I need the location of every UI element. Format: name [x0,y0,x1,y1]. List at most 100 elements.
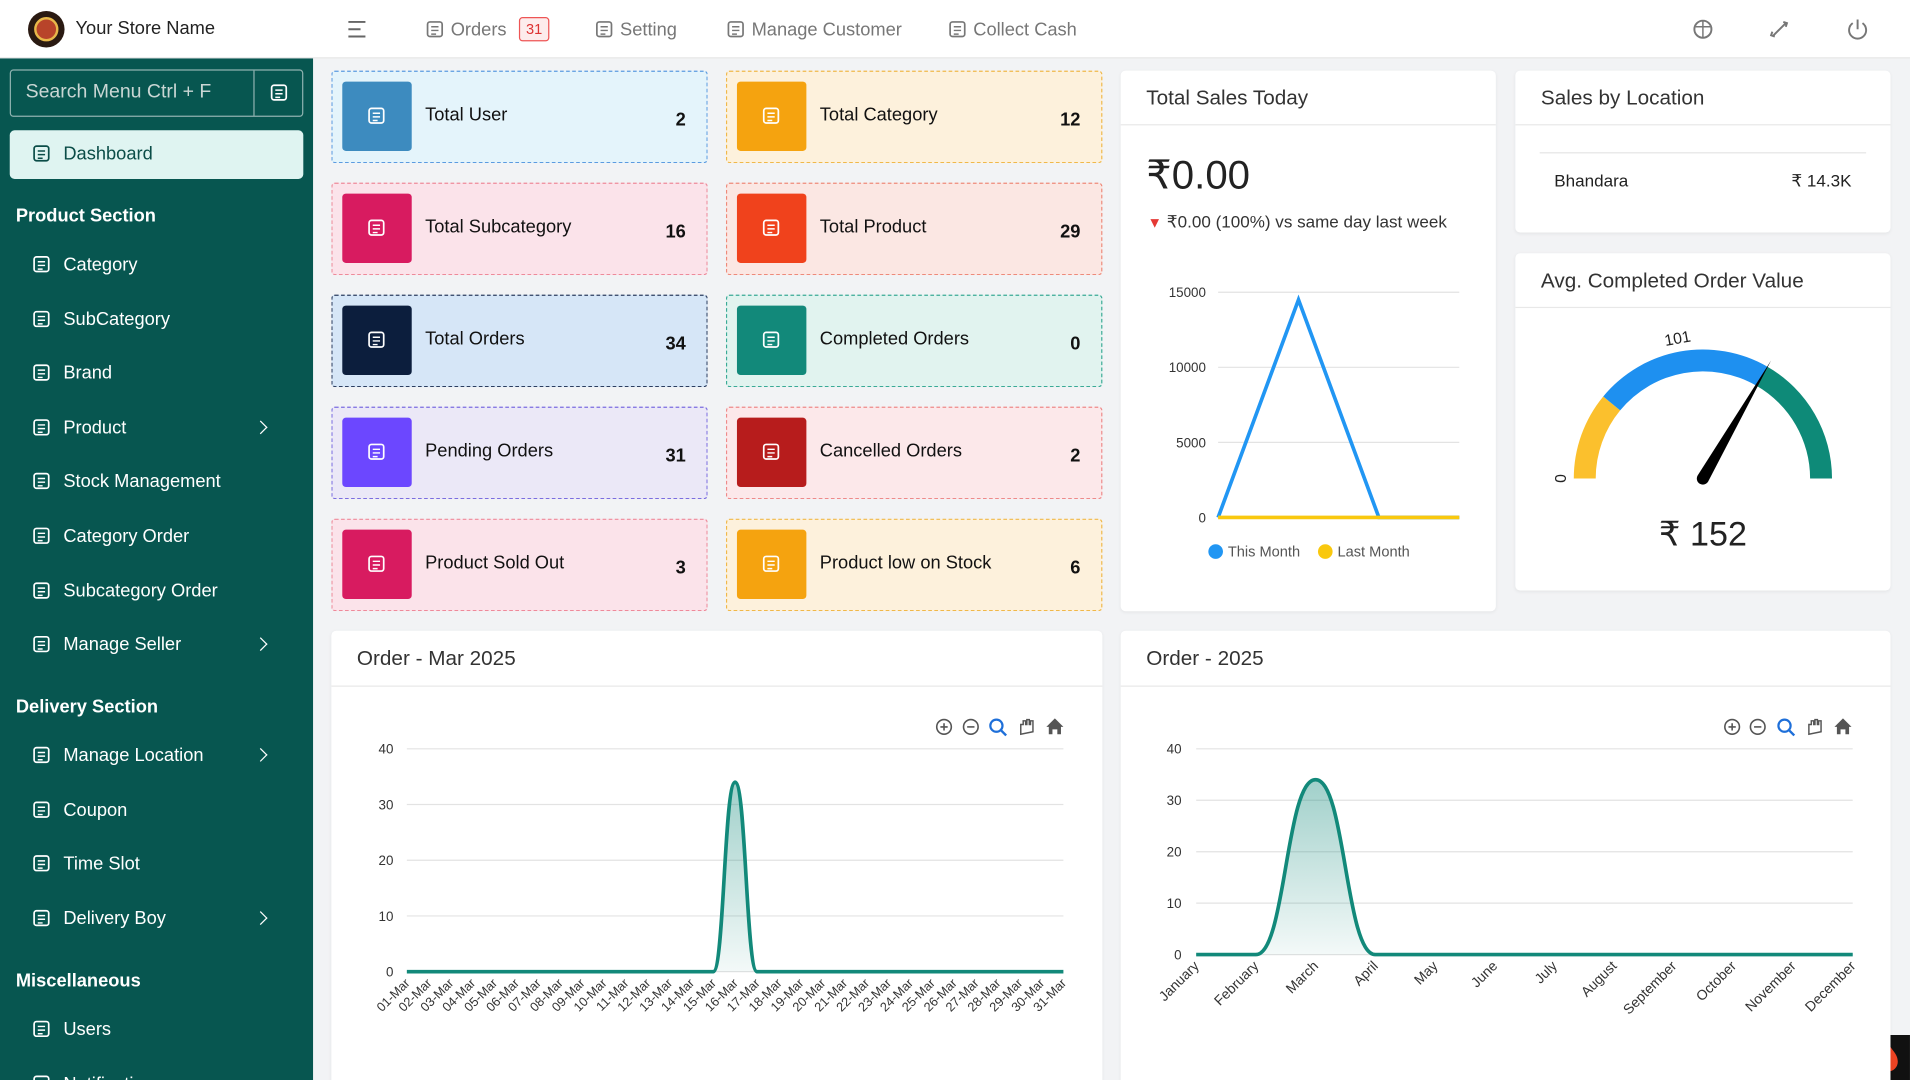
nav-item[interactable]: Setting [594,15,677,44]
card-title: Sales by Location [1540,86,1705,110]
menu-item[interactable]: Manage Seller [0,627,313,664]
stat-value: 16 [665,221,686,243]
stat-value: 2 [675,109,686,131]
stat-card[interactable]: Cancelled Orders 2 [725,406,1103,500]
nav-item[interactable]: Collect Cash [948,15,1077,44]
stat-icon [736,193,807,264]
stat-label: Product Sold Out [425,552,565,574]
location-row: Bhandara ₹ 14.3K [1539,152,1867,206]
stat-glyph [368,107,385,124]
menu-item[interactable]: Manage Location [0,738,313,775]
menu-icon [33,581,50,599]
stat-label: Total Category [819,104,938,126]
menu-icon [33,1075,50,1080]
logout-icon[interactable] [1845,17,1869,41]
link-icon[interactable] [1767,17,1791,41]
stat-glyph [368,219,385,236]
stat-glyph [368,443,385,460]
menu-label: Delivery Boy [63,908,166,930]
stat-glyph [368,331,385,348]
stat-value: 12 [1060,109,1081,131]
section-title: Delivery Section [15,696,159,718]
menu-item[interactable]: Product [0,410,313,447]
card-title: Avg. Completed Order Value [1540,269,1804,293]
menu-icon [33,801,50,818]
menu-item[interactable]: Delivery Boy [0,901,313,938]
card-divider [331,685,1103,687]
stat-card[interactable]: Pending Orders 31 [331,406,708,500]
top-bar: Your Store Name Orders 31 Setting Manage Cus… [0,0,1910,59]
nav-icon [596,21,613,38]
language-icon[interactable] [1691,17,1715,41]
nav-icon [426,21,444,38]
card-divider [1120,685,1891,687]
location-amount: ₹ 14.3K [1791,170,1852,190]
store-name: Your Store Name [75,18,216,39]
order-month-card: Order - Mar 2025 [331,630,1103,1080]
menu-item[interactable]: Coupon [0,792,313,829]
avg-order-card: Avg. Completed Order Value [1515,253,1891,591]
menu-icon [33,1020,50,1038]
stat-glyph [762,219,780,236]
order-year-card: Order - 2025 [1120,630,1891,1080]
stat-card[interactable]: Total Category 12 [725,70,1103,164]
menu-icon [33,310,50,327]
stat-label: Total Orders [425,328,525,350]
stat-icon [736,81,807,151]
stat-card[interactable]: Product Sold Out 3 [331,518,708,612]
stat-card[interactable]: Completed Orders 0 [725,294,1103,388]
menu-label: Coupon [63,799,128,821]
stat-card[interactable]: Total Orders 34 [331,294,708,388]
menu-label: Product [63,417,127,439]
menu-label: Manage Seller [63,634,182,656]
card-title: Order - 2025 [1146,646,1264,670]
menu-toggle[interactable] [346,18,370,40]
search-box[interactable]: Search Menu Ctrl + F [9,69,304,117]
menu-item[interactable]: Notifications [0,1066,313,1080]
stat-glyph [762,555,780,572]
nav-label: Orders [450,18,507,40]
menu-item[interactable]: Category Order [0,519,313,556]
stat-card[interactable]: Total Product 29 [725,182,1103,276]
stat-icon [342,417,412,488]
comparison-text: ₹0.00 (100%) vs same day last week [1166,211,1447,232]
stat-icon [736,529,807,600]
nav-label: Setting [620,18,677,40]
menu-icon [33,473,50,490]
menu-icon [33,527,50,544]
stat-glyph [762,443,780,460]
card-title: Total Sales Today [1146,86,1309,110]
submenu-chevron [253,420,268,435]
menu-item[interactable]: Brand [0,356,313,393]
menu-item[interactable]: SubCategory [0,301,313,338]
stat-value: 3 [675,557,686,579]
search-placeholder: Search Menu Ctrl + F [25,81,212,103]
nav-item[interactable]: Manage Customer [726,15,902,44]
search-divider [253,70,255,116]
nav-label: Collect Cash [973,18,1077,40]
dashboard-label: Dashboard [63,143,153,165]
sales-location-card: Sales by Location Bhandara ₹ 14.3K [1515,70,1891,233]
stat-card[interactable]: Product low on Stock 6 [725,518,1103,612]
search-icon [270,84,288,101]
nav-icon [727,21,744,38]
menu-label: Brand [63,363,113,384]
menu-item[interactable]: Category [0,247,313,284]
card-divider [1515,306,1891,309]
sales-today-card: Total Sales Today ₹0.00 ▼ ₹0.00 (100%) vs s… [1120,70,1496,612]
nav-item[interactable]: Orders 31 [425,15,550,44]
location-name: Bhandara [1554,170,1629,190]
stat-card[interactable]: Total User 2 [331,70,708,164]
stat-label: Total User [425,104,508,126]
stat-card[interactable]: Total Subcategory 16 [331,182,708,276]
menu-item[interactable]: Subcategory Order [0,573,313,610]
sales-comparison: ▼ ₹0.00 (100%) vs same day last week [1147,212,1446,233]
stat-icon [342,81,412,151]
menu-item[interactable]: Stock Management [0,464,313,501]
menu-item[interactable]: Time Slot [0,847,313,884]
dashboard-item[interactable]: Dashboard [9,130,304,179]
menu-icon [33,418,50,436]
menu-item[interactable]: Users [0,1012,313,1049]
menu-icon [33,909,50,927]
